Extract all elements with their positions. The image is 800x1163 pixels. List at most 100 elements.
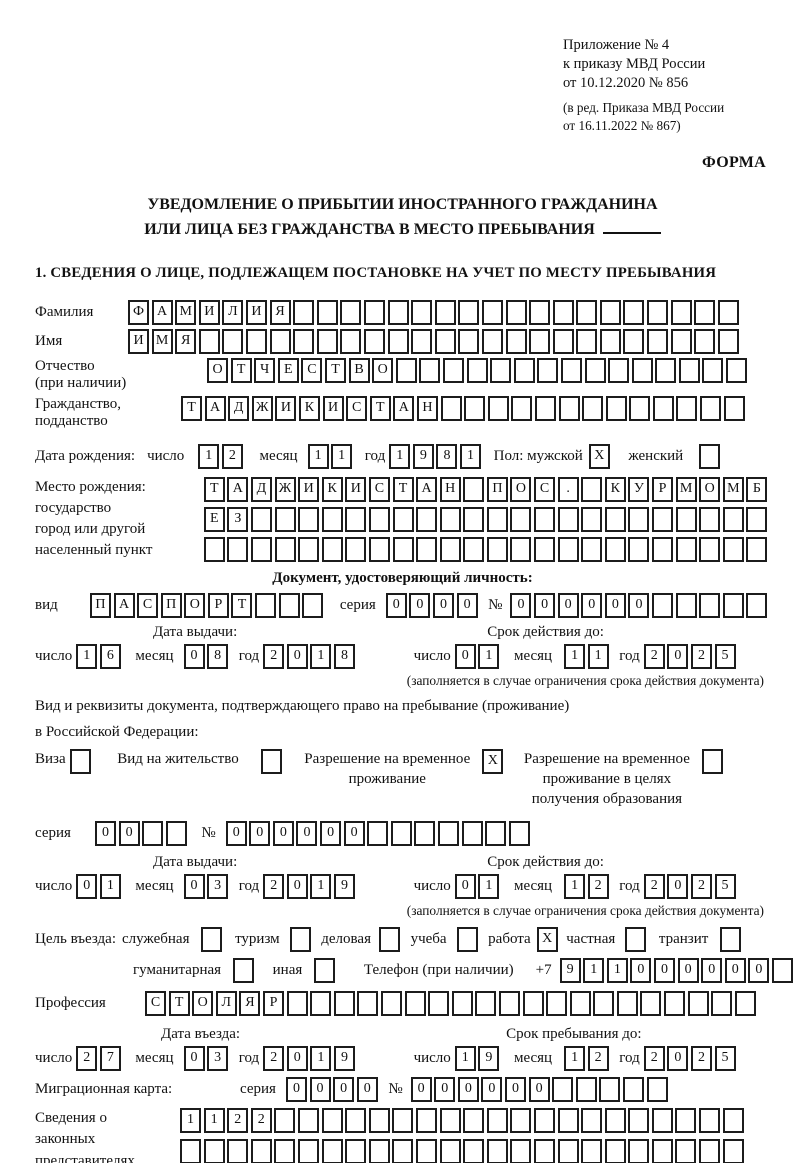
char-cell[interactable]: 2 [643, 873, 665, 899]
char-cell[interactable] [628, 536, 650, 562]
char-cell[interactable] [576, 328, 598, 354]
char-cell[interactable] [675, 1107, 697, 1133]
char-cell[interactable] [584, 357, 606, 383]
char-cell[interactable] [498, 990, 520, 1016]
char-cell[interactable] [463, 1138, 485, 1163]
char-cell[interactable]: 1 [389, 443, 411, 469]
char-cell[interactable] [316, 299, 338, 325]
char-cell[interactable]: 0 [604, 592, 626, 618]
char-cell[interactable]: У [628, 476, 650, 502]
char-cell[interactable] [203, 1138, 225, 1163]
char-cell[interactable]: 0 [333, 1076, 355, 1102]
char-cell[interactable]: А [113, 592, 135, 618]
char-cell[interactable] [434, 328, 456, 354]
char-cell[interactable]: 0 [628, 592, 650, 618]
char-cell[interactable] [380, 990, 402, 1016]
char-cell[interactable]: С [534, 476, 556, 502]
char-cell[interactable] [701, 748, 723, 774]
char-cell[interactable]: О [192, 990, 214, 1016]
char-cell[interactable] [717, 299, 739, 325]
char-cell[interactable]: 9 [412, 443, 434, 469]
char-cell[interactable] [510, 1138, 532, 1163]
char-cell[interactable]: 2 [263, 1045, 285, 1071]
char-cell[interactable] [675, 506, 697, 532]
char-cell[interactable] [675, 1138, 697, 1163]
char-cell[interactable] [552, 1076, 574, 1102]
char-cell[interactable] [434, 299, 456, 325]
char-cell[interactable] [675, 536, 697, 562]
char-cell[interactable]: 1 [310, 1045, 332, 1071]
char-cell[interactable] [651, 1107, 673, 1133]
char-cell[interactable]: Р [262, 990, 284, 1016]
char-cell[interactable] [664, 990, 686, 1016]
char-cell[interactable] [314, 957, 336, 983]
char-cell[interactable]: 1 [203, 1107, 225, 1133]
char-cell[interactable] [552, 299, 574, 325]
char-cell[interactable]: 0 [296, 820, 318, 846]
char-cell[interactable]: 0 [183, 643, 205, 669]
char-cell[interactable] [438, 820, 460, 846]
char-cell[interactable] [647, 299, 669, 325]
char-cell[interactable] [529, 328, 551, 354]
char-cell[interactable] [581, 536, 603, 562]
char-cell[interactable] [510, 1107, 532, 1133]
char-cell[interactable]: Т [324, 357, 346, 383]
char-cell[interactable]: 2 [587, 873, 609, 899]
char-cell[interactable] [569, 990, 591, 1016]
char-cell[interactable] [511, 395, 533, 421]
char-cell[interactable] [670, 328, 692, 354]
char-cell[interactable] [652, 592, 674, 618]
char-cell[interactable]: 0 [677, 957, 699, 983]
char-cell[interactable] [722, 536, 744, 562]
char-cell[interactable]: Н [416, 395, 438, 421]
char-cell[interactable] [333, 990, 355, 1016]
char-cell[interactable] [201, 926, 223, 952]
char-cell[interactable] [640, 990, 662, 1016]
char-cell[interactable] [481, 328, 503, 354]
char-cell[interactable] [651, 1138, 673, 1163]
char-cell[interactable] [678, 357, 700, 383]
char-cell[interactable] [227, 536, 249, 562]
char-cell[interactable] [363, 328, 385, 354]
char-cell[interactable]: 0 [454, 873, 476, 899]
char-cell[interactable] [392, 506, 414, 532]
char-cell[interactable] [694, 328, 716, 354]
char-cell[interactable]: 0 [183, 1045, 205, 1071]
char-cell[interactable] [581, 506, 603, 532]
char-cell[interactable] [368, 1107, 390, 1133]
char-cell[interactable] [485, 820, 507, 846]
char-cell[interactable]: Ж [251, 395, 273, 421]
char-cell[interactable] [345, 1107, 367, 1133]
char-cell[interactable]: И [128, 328, 149, 354]
char-cell[interactable] [486, 1107, 508, 1133]
char-cell[interactable]: Т [230, 357, 252, 383]
char-cell[interactable] [368, 506, 390, 532]
char-cell[interactable]: П [89, 592, 111, 618]
char-cell[interactable]: 0 [581, 592, 603, 618]
char-cell[interactable]: К [604, 476, 626, 502]
char-cell[interactable] [647, 328, 669, 354]
char-cell[interactable] [222, 328, 244, 354]
char-cell[interactable] [687, 990, 709, 1016]
char-cell[interactable] [646, 1076, 668, 1102]
char-cell[interactable]: К [298, 395, 320, 421]
char-cell[interactable] [481, 299, 503, 325]
char-cell[interactable]: 2 [227, 1107, 249, 1133]
char-cell[interactable]: 0 [456, 592, 478, 618]
char-cell[interactable]: Ф [128, 299, 149, 325]
char-cell[interactable]: 8 [207, 643, 229, 669]
char-cell[interactable] [439, 1138, 461, 1163]
char-cell[interactable]: 0 [724, 957, 746, 983]
char-cell[interactable] [631, 357, 653, 383]
char-cell[interactable]: 2 [587, 1045, 609, 1071]
char-cell[interactable]: 0 [183, 873, 205, 899]
char-cell[interactable] [392, 536, 414, 562]
char-cell[interactable] [392, 1138, 414, 1163]
char-cell[interactable]: М [722, 476, 744, 502]
char-cell[interactable] [723, 395, 745, 421]
char-cell[interactable]: 1 [180, 1107, 201, 1133]
char-cell[interactable] [537, 357, 559, 383]
char-cell[interactable]: А [416, 476, 438, 502]
char-cell[interactable] [560, 357, 582, 383]
char-cell[interactable]: 0 [457, 1076, 479, 1102]
